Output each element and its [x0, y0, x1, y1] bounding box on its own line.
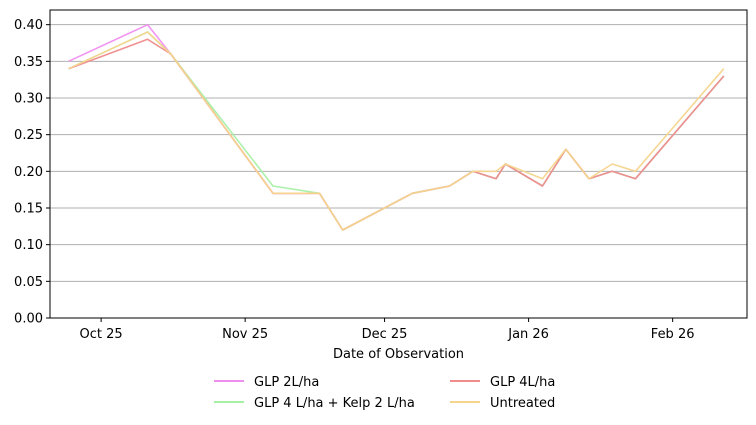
x-tick-label: Nov 25: [222, 327, 268, 342]
legend: GLP 2L/ha GLP 4 L/ha + Kelp 2 L/ha GLP 4L/…: [214, 375, 555, 411]
legend-label: GLP 2L/ha: [254, 375, 319, 390]
y-tick-label: 0.20: [14, 165, 43, 180]
x-tick-label: Jan 26: [507, 327, 549, 342]
series-line-3: [68, 31, 725, 231]
legend-label: GLP 4 L/ha + Kelp 2 L/ha: [254, 396, 415, 411]
y-axis: 0.00 0.05 0.10 0.15 0.20 0.25 0.30 0.35 0.40: [14, 18, 50, 327]
y-tick-label: 0.25: [14, 128, 43, 143]
x-axis-label: Date of Observation: [333, 347, 464, 362]
plot-frame: [49, 9, 748, 319]
y-tick-label: 0.00: [14, 312, 43, 327]
legend-item: GLP 4 L/ha + Kelp 2 L/ha: [214, 396, 415, 411]
y-tick-label: 0.05: [14, 275, 43, 290]
legend-item: GLP 4L/ha: [450, 375, 555, 390]
legend-item: GLP 2L/ha: [214, 375, 319, 390]
x-tick-label: Oct 25: [80, 327, 123, 342]
x-tick-label: Feb 26: [651, 327, 695, 342]
y-tick-label: 0.30: [14, 92, 43, 107]
y-tick-label: 0.15: [14, 202, 43, 217]
series-line-0: [68, 23, 725, 231]
x-tick-label: Dec 25: [362, 327, 408, 342]
y-tick-label: 0.40: [14, 18, 43, 33]
y-tick-label: 0.10: [14, 238, 43, 253]
gridlines: [50, 24, 747, 282]
legend-label: GLP 4L/ha: [490, 375, 555, 390]
legend-label: Untreated: [490, 396, 555, 411]
series-lines: [68, 23, 725, 231]
y-tick-label: 0.35: [14, 55, 43, 70]
legend-item: Untreated: [450, 396, 555, 411]
x-axis: Oct 25 Nov 25 Dec 25 Jan 26 Feb 26: [80, 318, 695, 342]
